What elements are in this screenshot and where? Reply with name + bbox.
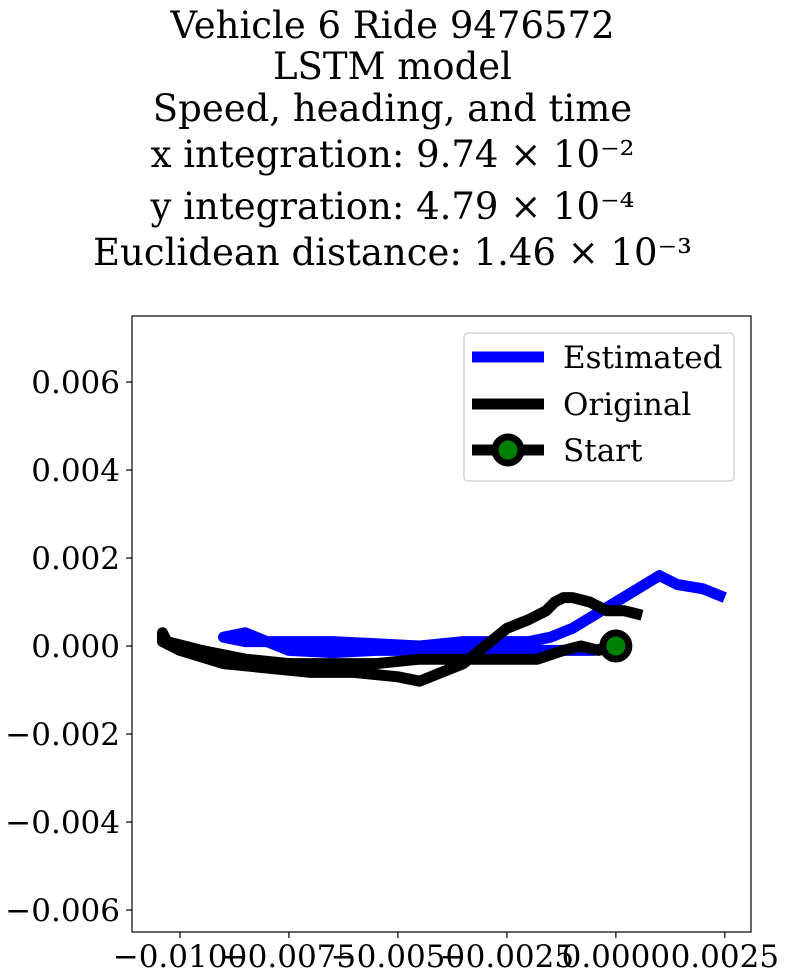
y-tick-label: 0.006 [31, 365, 120, 401]
y-tick-label: 0.004 [31, 453, 120, 489]
y-tick-label: −0.006 [5, 893, 120, 929]
legend-box [463, 332, 735, 482]
title-line: Speed, heading, and time [152, 87, 633, 130]
title-line: LSTM model [272, 45, 513, 88]
y-tick-label: −0.004 [5, 805, 120, 841]
y-tick-label: 0.000 [31, 629, 120, 665]
x-tick-label: 0.0000 [562, 939, 670, 975]
legend-entry-estimated: Estimated [563, 340, 722, 376]
x-tick-label: −0.0075 [222, 939, 356, 975]
legend-entry-original: Original [563, 387, 691, 423]
x-tick-label: −0.0100 [113, 939, 247, 975]
legend-start-marker [491, 433, 525, 467]
x-tick-label: −0.0050 [331, 939, 465, 975]
y-tick-label: −0.002 [5, 717, 120, 753]
title-line: Vehicle 6 Ride 9476572 [170, 4, 615, 47]
title-line: x integration: 9.74 × 10⁻² [150, 133, 635, 176]
start-marker [599, 629, 633, 663]
x-tick-label: 0.0025 [671, 939, 779, 975]
series-line-original [157, 592, 644, 687]
legend-entry-start: Start [563, 433, 643, 469]
y-tick-label: 0.002 [31, 541, 120, 577]
x-tick-label: −0.0025 [440, 939, 574, 975]
title-line: y integration: 4.79 × 10⁻⁴ [150, 185, 635, 228]
series-line-estimated [218, 570, 727, 659]
title-line: Euclidean distance: 1.46 × 10⁻³ [93, 231, 692, 274]
axes-frame [131, 315, 752, 933]
